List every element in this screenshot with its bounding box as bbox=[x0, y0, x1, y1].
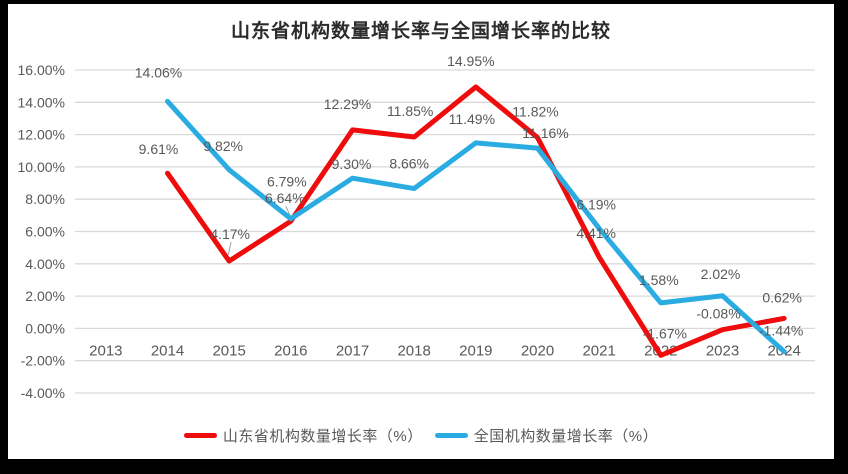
data-label: 4.17% bbox=[210, 226, 250, 242]
data-label-leader-line bbox=[227, 241, 232, 256]
legend-line-swatch-red bbox=[183, 432, 217, 438]
y-axis-tick-label: 0.00% bbox=[25, 320, 65, 336]
chart-title: 山东省机构数量增长率与全国增长率的比较 bbox=[230, 21, 611, 42]
y-axis-tick-label: 14.00% bbox=[18, 94, 65, 110]
data-label: 2.02% bbox=[701, 266, 741, 282]
data-label: 14.95% bbox=[447, 53, 494, 69]
data-label: 6.79% bbox=[267, 174, 307, 190]
legend-label-national: 全国机构数量增长率（%） bbox=[473, 427, 659, 445]
series-line-shandong bbox=[165, 84, 787, 358]
x-axis-year-label: 2021 bbox=[582, 342, 615, 359]
y-axis-tick-label: -2.00% bbox=[21, 353, 65, 369]
data-label: -0.08% bbox=[696, 306, 740, 322]
data-label: 11.49% bbox=[449, 111, 495, 127]
y-axis-tick-label: -4.00% bbox=[21, 385, 65, 401]
chart-plot-area: 16.00% 14.00% 12.00% 10.00% 8.00% 6.00% 4.00% 2… bbox=[18, 53, 815, 401]
x-axis-year-label: 2017 bbox=[336, 342, 369, 359]
y-axis-tick-label: 4.00% bbox=[25, 256, 65, 272]
data-label: 6.19% bbox=[576, 196, 616, 212]
x-axis-year-label: 2020 bbox=[521, 342, 554, 359]
data-label: 9.82% bbox=[203, 138, 243, 154]
data-label: 9.30% bbox=[332, 156, 372, 172]
y-axis-tick-label: 10.00% bbox=[18, 159, 65, 175]
data-label: -1.44% bbox=[759, 323, 803, 339]
chart-legend: 山东省机构数量增长率（%） 全国机构数量增长率（%） bbox=[8, 424, 834, 446]
x-axis-year-label: 2018 bbox=[397, 342, 430, 359]
series-line-national bbox=[165, 98, 787, 355]
y-axis-tick-label: 16.00% bbox=[18, 62, 65, 78]
legend-item-national: 全国机构数量增长率（%） bbox=[434, 425, 659, 446]
y-axis-tick-label: 6.00% bbox=[25, 224, 65, 240]
data-label: 12.29% bbox=[324, 96, 371, 112]
x-axis-year-label: 2016 bbox=[274, 342, 307, 359]
x-axis-year-label: 2023 bbox=[706, 342, 739, 359]
data-label: 9.61% bbox=[139, 141, 179, 157]
x-axis-year-label: 2013 bbox=[89, 342, 122, 359]
y-axis-tick-label: 2.00% bbox=[25, 288, 65, 304]
y-axis-tick-label: 12.00% bbox=[18, 127, 65, 143]
data-label: 0.62% bbox=[762, 289, 802, 305]
x-axis-year-label: 2014 bbox=[151, 342, 184, 359]
data-label: 11.85% bbox=[387, 103, 433, 119]
data-label: 11.16% bbox=[522, 125, 568, 141]
x-axis-year-label: 2019 bbox=[459, 342, 492, 359]
chart-panel: 山东省机构数量增长率与全国增长率的比较 16.00% 14.00% 12.00% 10… bbox=[8, 4, 834, 459]
x-axis-year-label: 2015 bbox=[212, 342, 245, 359]
data-label: 4.41% bbox=[576, 225, 616, 241]
data-label: -1.67% bbox=[643, 325, 687, 341]
legend-label-shandong: 山东省机构数量增长率（%） bbox=[222, 427, 423, 445]
legend-line-swatch-blue bbox=[434, 432, 468, 438]
y-axis-tick-label: 8.00% bbox=[25, 191, 65, 207]
data-label: 8.66% bbox=[389, 156, 429, 172]
data-label: 14.06% bbox=[135, 64, 182, 80]
data-label: 1.58% bbox=[639, 272, 679, 288]
legend-item-shandong: 山东省机构数量增长率（%） bbox=[183, 425, 423, 446]
data-label: 11.82% bbox=[512, 104, 558, 120]
data-label-leader-line bbox=[285, 205, 291, 216]
data-label: 6.64% bbox=[265, 190, 305, 206]
